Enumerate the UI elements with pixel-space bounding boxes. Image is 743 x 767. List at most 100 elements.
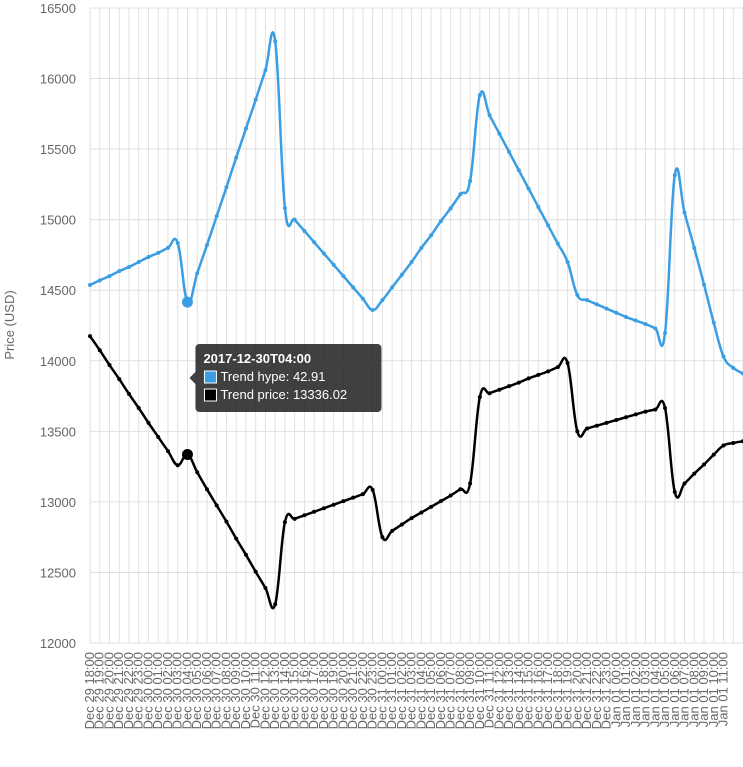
data-point <box>282 205 287 210</box>
x-tick-label: Dec 31 21:00 <box>579 652 594 729</box>
data-point <box>126 264 131 269</box>
data-point <box>731 365 736 370</box>
x-tick-label: Dec 30 02:00 <box>160 652 175 729</box>
x-tick-label: Jan 01 10:00 <box>706 652 721 727</box>
x-tick-label: Dec 29 21:00 <box>111 652 126 729</box>
data-point <box>312 240 317 245</box>
x-tick-label: Jan 01 08:00 <box>686 652 701 727</box>
x-tick-label: Dec 30 01:00 <box>150 652 165 729</box>
data-point <box>653 326 658 331</box>
data-point <box>624 415 629 420</box>
x-tick-label: Dec 30 20:00 <box>335 652 350 729</box>
data-point <box>594 423 599 428</box>
x-tick-label: Dec 31 02:00 <box>394 652 409 729</box>
y-tick-label: 15500 <box>40 142 76 157</box>
data-point <box>672 173 677 178</box>
data-point <box>321 251 326 256</box>
x-tick-label: Dec 30 23:00 <box>365 652 380 729</box>
data-point <box>711 452 716 457</box>
data-point <box>146 420 151 425</box>
x-tick-label: Dec 30 22:00 <box>355 652 370 729</box>
x-tick-label: Dec 31 20:00 <box>569 652 584 729</box>
data-point <box>107 363 112 368</box>
x-tick-label: Dec 31 00:00 <box>374 652 389 729</box>
data-point <box>672 490 677 495</box>
tooltip-swatch <box>203 370 217 384</box>
x-tick-label: Jan 01 09:00 <box>696 652 711 727</box>
data-point <box>331 262 336 267</box>
y-tick-label: 15000 <box>40 213 76 228</box>
x-tick-label: Dec 30 13:00 <box>267 652 282 729</box>
data-point <box>653 407 658 412</box>
data-point <box>477 395 482 400</box>
x-tick-label: Dec 31 13:00 <box>501 652 516 729</box>
data-point <box>175 463 180 468</box>
x-tick-label: Dec 31 23:00 <box>599 652 614 729</box>
data-point <box>273 39 278 44</box>
data-point <box>487 391 492 396</box>
x-tick-label: Dec 29 19:00 <box>92 652 107 729</box>
data-point <box>575 429 580 434</box>
x-tick-label: Dec 31 11:00 <box>482 652 497 728</box>
data-point <box>409 516 414 521</box>
data-point <box>614 310 619 315</box>
x-tick-label: Jan 01 02:00 <box>628 652 643 727</box>
data-point <box>146 255 151 260</box>
data-point <box>370 487 375 492</box>
y-tick-label: 13000 <box>40 495 76 510</box>
data-point <box>721 443 726 448</box>
data-point <box>516 380 521 385</box>
data-point <box>448 493 453 498</box>
data-point <box>88 334 92 339</box>
data-point <box>711 320 716 325</box>
data-point <box>536 372 541 377</box>
x-tick-label: Dec 30 21:00 <box>345 652 360 729</box>
data-point <box>312 509 317 514</box>
x-tick-label: Dec 30 12:00 <box>257 652 272 729</box>
data-point <box>546 223 551 228</box>
data-point <box>497 387 502 392</box>
data-point <box>390 285 395 290</box>
x-tick-label: Dec 30 05:00 <box>189 652 204 729</box>
x-tick-label: Jan 01 07:00 <box>677 652 692 727</box>
x-tick-label: Dec 30 00:00 <box>140 652 155 729</box>
x-tick-label: Dec 29 20:00 <box>101 652 116 729</box>
x-tick-label: Dec 31 03:00 <box>404 652 419 729</box>
data-point <box>214 503 219 508</box>
data-point <box>487 113 492 118</box>
x-tick-label: Jan 01 06:00 <box>667 652 682 727</box>
data-point <box>370 307 375 312</box>
data-point <box>555 241 560 246</box>
x-tick-label: Dec 31 22:00 <box>589 652 604 729</box>
data-point <box>692 471 697 476</box>
data-point <box>507 384 512 389</box>
data-point <box>253 569 258 574</box>
data-point <box>380 298 385 303</box>
data-point <box>302 513 307 518</box>
data-point <box>731 441 736 446</box>
x-tick-label: Dec 30 09:00 <box>228 652 243 729</box>
x-tick-label: Dec 31 17:00 <box>540 652 555 729</box>
data-point <box>351 285 356 290</box>
data-point <box>419 245 424 250</box>
data-point <box>536 204 541 209</box>
x-tick-label: Dec 29 23:00 <box>131 652 146 729</box>
data-point <box>507 149 512 154</box>
data-point <box>117 377 122 382</box>
x-tick-label: Dec 31 16:00 <box>530 652 545 729</box>
data-point <box>88 283 92 288</box>
data-point <box>624 315 629 320</box>
x-tick-label: Jan 01 00:00 <box>608 652 623 727</box>
x-tick-label: Dec 30 18:00 <box>316 652 331 729</box>
x-tick-label: Dec 30 03:00 <box>170 652 185 729</box>
highlighted-point <box>181 448 193 460</box>
tooltip-swatch <box>203 388 217 402</box>
data-point <box>175 240 180 245</box>
data-point <box>380 535 385 540</box>
data-point <box>429 504 434 509</box>
data-point <box>604 420 609 425</box>
data-point <box>204 487 209 492</box>
data-point <box>663 330 668 335</box>
y-tick-label: 16500 <box>40 1 76 16</box>
